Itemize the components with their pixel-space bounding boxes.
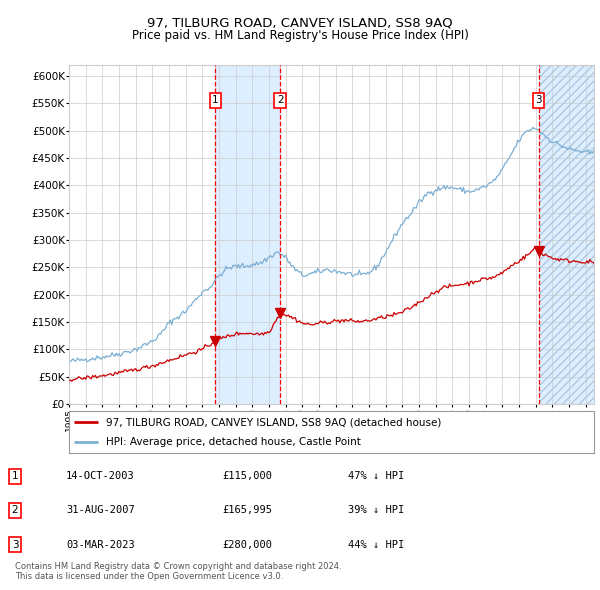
Text: 14-OCT-2003: 14-OCT-2003 bbox=[66, 471, 135, 481]
Text: 03-MAR-2023: 03-MAR-2023 bbox=[66, 540, 135, 549]
Text: 3: 3 bbox=[11, 540, 19, 549]
Text: 97, TILBURG ROAD, CANVEY ISLAND, SS8 9AQ: 97, TILBURG ROAD, CANVEY ISLAND, SS8 9AQ bbox=[147, 17, 453, 30]
Text: 3: 3 bbox=[535, 96, 542, 106]
Text: 31-AUG-2007: 31-AUG-2007 bbox=[66, 506, 135, 515]
Text: 47% ↓ HPI: 47% ↓ HPI bbox=[348, 471, 404, 481]
Text: £280,000: £280,000 bbox=[222, 540, 272, 549]
Text: £115,000: £115,000 bbox=[222, 471, 272, 481]
Text: 2: 2 bbox=[277, 96, 283, 106]
Text: Contains HM Land Registry data © Crown copyright and database right 2024.
This d: Contains HM Land Registry data © Crown c… bbox=[15, 562, 341, 581]
Text: 1: 1 bbox=[212, 96, 219, 106]
Bar bbox=[215, 65, 280, 404]
Text: £165,995: £165,995 bbox=[222, 506, 272, 515]
Text: 2: 2 bbox=[11, 506, 19, 515]
Text: 97, TILBURG ROAD, CANVEY ISLAND, SS8 9AQ (detached house): 97, TILBURG ROAD, CANVEY ISLAND, SS8 9AQ… bbox=[106, 417, 441, 427]
Text: 39% ↓ HPI: 39% ↓ HPI bbox=[348, 506, 404, 515]
Bar bbox=[539, 65, 594, 404]
Text: Price paid vs. HM Land Registry's House Price Index (HPI): Price paid vs. HM Land Registry's House … bbox=[131, 30, 469, 42]
Text: HPI: Average price, detached house, Castle Point: HPI: Average price, detached house, Cast… bbox=[106, 437, 361, 447]
Text: 44% ↓ HPI: 44% ↓ HPI bbox=[348, 540, 404, 549]
Text: 1: 1 bbox=[11, 471, 19, 481]
Bar bbox=[539, 65, 594, 404]
